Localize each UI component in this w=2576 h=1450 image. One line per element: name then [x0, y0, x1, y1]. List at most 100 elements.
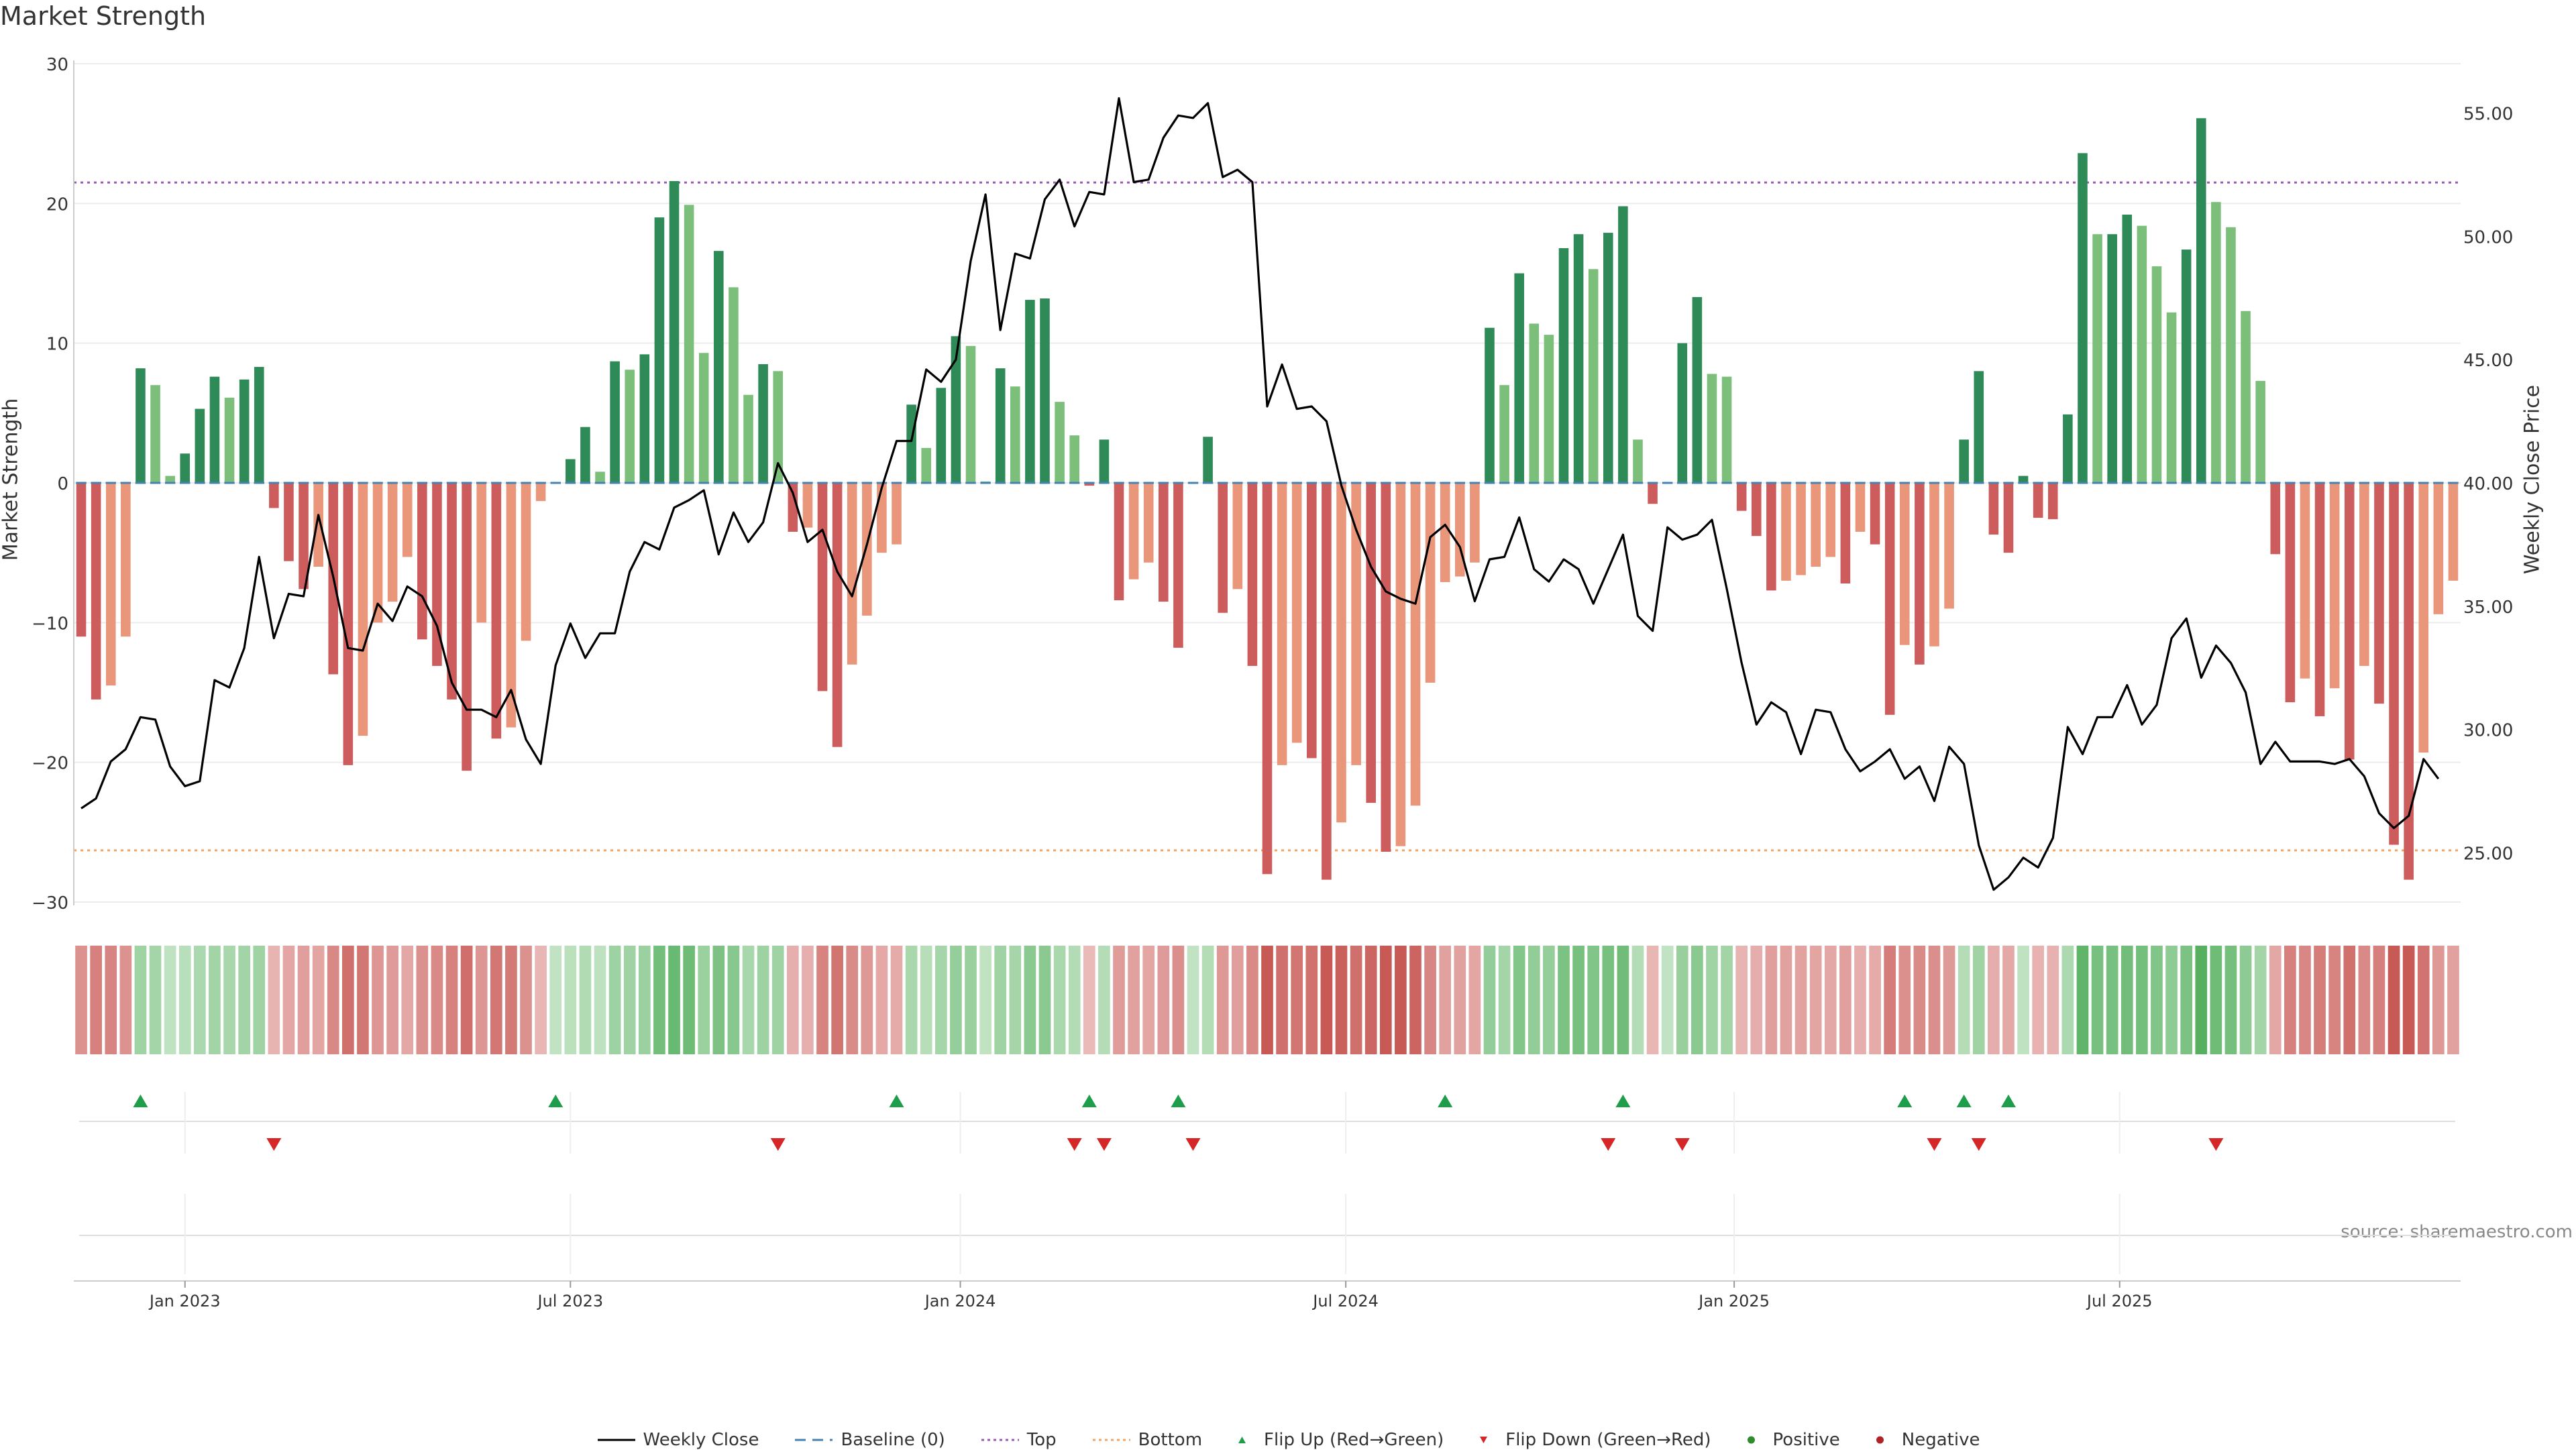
- heat-cell: [965, 946, 977, 1054]
- strength-bar: [2300, 483, 2310, 679]
- heat-cell: [312, 946, 325, 1054]
- heat-cell: [1246, 946, 1258, 1054]
- y2-tick-label: 50.00: [2463, 227, 2513, 247]
- strength-bar: [758, 364, 768, 483]
- y-tick-label: −20: [32, 754, 68, 774]
- flip-up-marker: [1171, 1095, 1186, 1107]
- heat-cell: [950, 946, 962, 1054]
- strength-heat-strip: [75, 946, 2459, 1054]
- strength-bar: [313, 483, 323, 567]
- heat-cell: [1676, 946, 1688, 1054]
- strength-bar: [773, 371, 784, 483]
- heat-cell: [1038, 946, 1051, 1054]
- heat-cell: [1009, 946, 1022, 1054]
- x-tick-label: Jul 2025: [2086, 1292, 2153, 1310]
- strength-bar: [684, 205, 694, 483]
- strength-bar: [639, 354, 650, 483]
- heat-cell: [1794, 946, 1807, 1054]
- heat-cell: [253, 946, 266, 1054]
- flip-down-marker: [1096, 1138, 1112, 1151]
- strength-bar: [447, 483, 457, 700]
- triangle-down-icon: [1480, 1437, 1488, 1443]
- heat-cell: [238, 946, 250, 1054]
- heat-cell: [979, 946, 991, 1054]
- legend-item-positive: Positive: [1746, 1430, 1840, 1450]
- dashed-line-icon: [795, 1439, 833, 1441]
- heat-cell: [1142, 946, 1155, 1054]
- strength-bar: [1929, 483, 1939, 647]
- source-note: source: sharemaestro.com: [2341, 1222, 2573, 1242]
- strength-bar: [1974, 371, 1984, 483]
- strength-bar: [299, 483, 309, 590]
- strength-bar: [1291, 483, 1302, 743]
- y-tick-label: 10: [46, 335, 68, 355]
- heat-cell: [1631, 946, 1644, 1054]
- heat-cell: [1898, 946, 1911, 1054]
- strength-bar: [817, 483, 828, 691]
- strength-bar: [1781, 483, 1791, 581]
- strength-bar: [580, 427, 590, 483]
- heat-cell: [327, 946, 339, 1054]
- x-tick-label: Jan 2023: [148, 1292, 221, 1310]
- strength-bar: [1159, 483, 1169, 602]
- legend-label: Flip Down (Green→Red): [1505, 1430, 1711, 1450]
- heat-cell: [1928, 946, 1941, 1054]
- heat-cell: [2358, 946, 2371, 1054]
- strength-bar: [2122, 215, 2133, 483]
- heat-cell: [1884, 946, 1896, 1054]
- flip-up-marker: [889, 1095, 904, 1107]
- strength-bar: [372, 483, 383, 623]
- y2-tick-label: 40.00: [2463, 474, 2513, 494]
- strength-bar: [180, 453, 191, 483]
- strength-bars: [76, 118, 2459, 880]
- heat-cell: [2121, 946, 2133, 1054]
- extra-panel: [74, 1194, 2461, 1282]
- flip-down-marker: [1674, 1138, 1690, 1151]
- heat-cell: [1098, 946, 1110, 1054]
- strength-bar: [1884, 483, 1895, 715]
- strength-bar: [595, 471, 605, 483]
- strength-bar: [1944, 483, 1954, 609]
- x-tick-label: Jul 2024: [1311, 1292, 1379, 1310]
- strength-bar: [1277, 483, 1287, 765]
- heat-cell: [1765, 946, 1778, 1054]
- legend-item-baseline: Baseline (0): [794, 1430, 945, 1450]
- strength-bar: [965, 345, 976, 483]
- heat-cell: [2002, 946, 2015, 1054]
- heat-cell: [2165, 946, 2178, 1054]
- flip-down-marker: [1927, 1138, 1942, 1151]
- x-tick-label: Jan 2025: [1697, 1292, 1770, 1310]
- heat-cell: [802, 946, 814, 1054]
- strength-bar: [269, 483, 279, 508]
- strength-bar: [1721, 376, 1732, 483]
- heat-cell: [2195, 946, 2208, 1054]
- heat-cell: [1187, 946, 1199, 1054]
- strength-bar: [1855, 483, 1866, 532]
- flip-down-marker: [770, 1138, 786, 1151]
- heat-cell: [475, 946, 488, 1054]
- heat-cell: [105, 946, 117, 1054]
- heat-cell: [1201, 946, 1214, 1054]
- heat-cell: [2180, 946, 2193, 1054]
- heat-cell: [1957, 946, 1970, 1054]
- strength-bar: [2359, 483, 2369, 666]
- heat-cell: [1809, 946, 1822, 1054]
- heat-cell: [934, 946, 947, 1054]
- heat-cell: [2047, 946, 2059, 1054]
- heat-cell: [1691, 946, 1703, 1054]
- heat-cell: [1024, 946, 1036, 1054]
- flip-down-marker: [2208, 1138, 2224, 1151]
- strength-bar: [1247, 483, 1258, 666]
- heat-cell: [1602, 946, 1615, 1054]
- strength-bar: [1069, 435, 1080, 483]
- heat-cell: [861, 946, 873, 1054]
- x-tick-label: Jul 2023: [536, 1292, 603, 1310]
- heat-cell: [1750, 946, 1763, 1054]
- strength-bar: [802, 483, 813, 528]
- strength-bar: [877, 483, 887, 553]
- heat-cell: [875, 946, 888, 1054]
- heat-cell: [1216, 946, 1229, 1054]
- strength-bar: [1010, 386, 1020, 483]
- strength-bar: [1410, 483, 1421, 806]
- heat-cell: [194, 946, 206, 1054]
